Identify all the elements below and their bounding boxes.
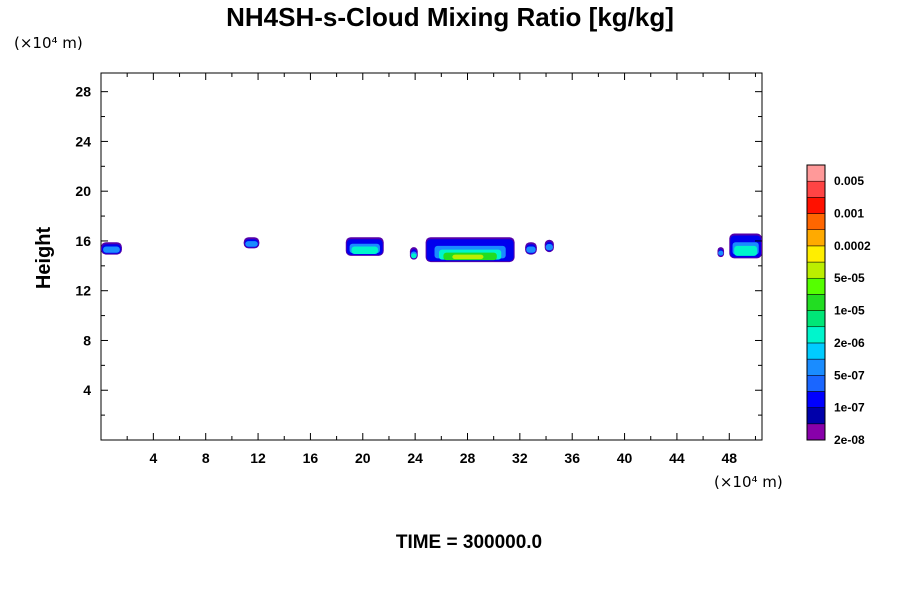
cloud-core [718,250,724,256]
y-tick-label: 24 [75,133,91,149]
y-tick-label: 16 [75,233,91,249]
chart-title: NH4SH-s-Cloud Mixing Ratio [kg/kg] [226,2,674,32]
y-axis-unit: (×10⁴ m) [14,34,83,52]
time-label: TIME = 300000.0 [395,532,543,553]
x-tick-label: 36 [564,450,580,466]
colorbar-swatch [806,245,826,263]
colorbar-swatch [806,294,826,311]
colorbar-label: 0.001 [834,207,864,221]
colorbar-label: 1e-07 [834,401,865,415]
colorbar-swatch [806,277,826,295]
y-tick-label: 28 [75,84,91,100]
x-axis-unit: (×10⁴ m) [714,473,783,491]
colorbar-swatch [806,423,826,441]
colorbar-swatch [806,197,826,214]
x-tick-label: 48 [721,450,737,466]
cloud-layer [101,233,762,263]
x-tick-label: 32 [512,450,528,466]
colorbar-swatch [806,342,826,360]
x-tick-label: 20 [355,450,371,466]
colorbar-swatch [806,261,826,279]
colorbar-swatch [806,391,826,408]
cloud-core [351,246,379,255]
cloud-core [452,254,484,260]
colorbar-label: 5e-05 [834,271,865,285]
colorbar-label: 2e-06 [834,336,865,350]
colorbar-swatch [806,310,826,328]
x-tick-label: 4 [149,450,157,466]
x-tick-label: 12 [250,450,266,466]
cloud-core [245,241,258,247]
plot-frame [100,72,763,441]
colorbar-frame [806,164,826,441]
colorbar-swatch [806,358,826,376]
x-tick-label: 44 [669,450,685,466]
cloud-core [526,246,536,253]
colorbar-label: 0.005 [834,174,864,188]
colorbar-label: 2e-08 [834,433,865,447]
y-tick-label: 12 [75,283,91,299]
cloud-core [545,244,553,251]
colorbar-swatch [806,407,826,425]
colorbar-swatch [806,213,826,230]
colorbar-swatch [806,180,826,198]
colorbar-swatch [806,375,826,392]
x-tick-label: 8 [202,450,210,466]
cloud-core [734,245,758,256]
colorbar-label: 0.0002 [834,239,871,253]
x-tick-label: 28 [460,450,476,466]
y-tick-label: 20 [75,183,91,199]
y-axis-label: Height [33,227,55,290]
cloud-core [103,246,120,253]
colorbar-label: 5e-07 [834,368,865,382]
x-tick-label: 40 [617,450,633,466]
y-tick-label: 4 [83,382,91,398]
x-tick-label: 16 [303,450,319,466]
colorbar-label: 1e-05 [834,304,865,318]
x-tick-label: 24 [407,450,423,466]
colorbar-swatch [806,164,826,182]
y-tick-label: 8 [83,332,91,348]
cloud-core [411,253,417,259]
colorbar-swatch [806,326,826,344]
colorbar-swatch [806,229,826,247]
